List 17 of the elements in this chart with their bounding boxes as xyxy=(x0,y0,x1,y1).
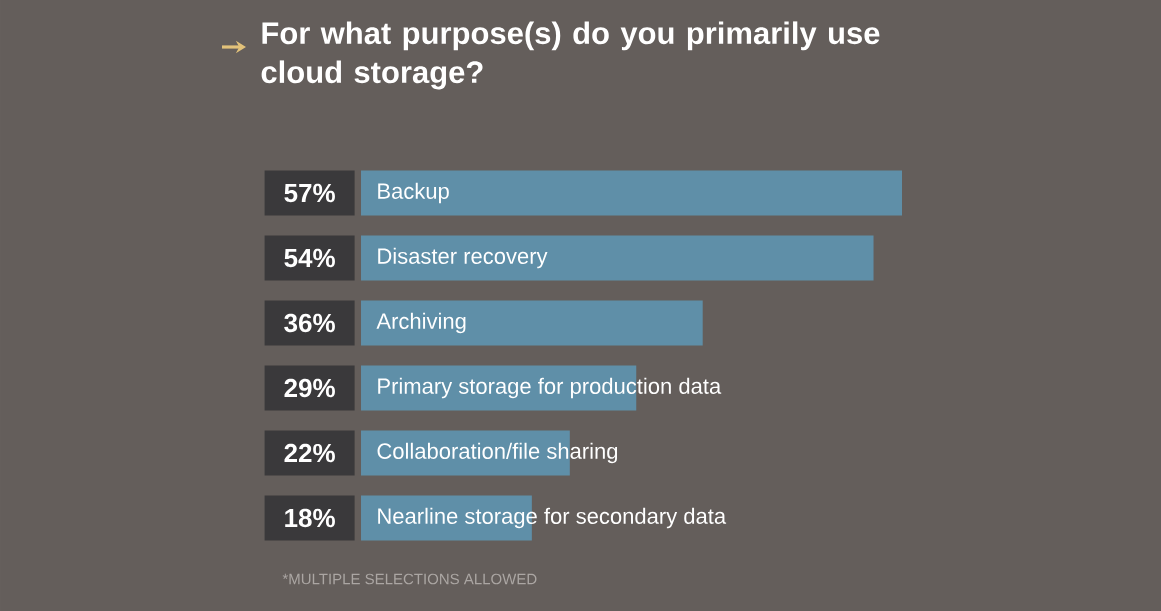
bar xyxy=(361,235,874,281)
data-label: 22% xyxy=(284,443,335,463)
y-tick-label: Primary storage for production data xyxy=(378,377,722,399)
chart-title: For what purpose(s) do you primarily use cloud storage? xyxy=(261,21,880,90)
y-tick-label: Nearline storage for secondary data xyxy=(378,507,727,529)
y-tick-label: Archiving xyxy=(376,312,466,334)
text: *MULTIPLE SELECTIONS ALLOWED xyxy=(282,573,537,585)
data-label: 29% xyxy=(284,378,335,398)
data-label: 57% xyxy=(284,183,335,203)
data-label: 36% xyxy=(284,313,335,333)
bar xyxy=(361,300,703,346)
y-tick-label: Backup xyxy=(378,182,449,204)
y-tick-label: Collaboration/file sharing xyxy=(377,442,618,464)
bar xyxy=(361,170,903,216)
y-tick-label: Disaster recovery xyxy=(378,247,548,269)
data-label: 54% xyxy=(284,248,335,268)
data-label: 18% xyxy=(285,508,335,528)
